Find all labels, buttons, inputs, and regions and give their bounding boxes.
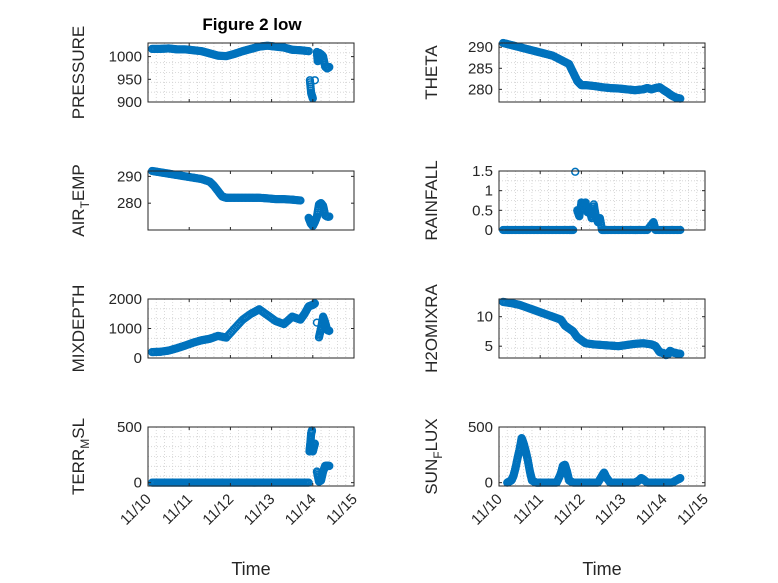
data-point [325,212,334,221]
data-point [310,76,320,85]
y-tick-label: 285 [468,60,493,77]
axes-box [147,42,355,103]
grid-lines [499,427,705,486]
y-axis-label: THETA [422,45,441,100]
y-tick-label: 1000 [109,49,142,66]
subplot-mixdepth: 0 1000 2000 MIXDEPTH [69,285,355,373]
x-axis-label: Time [582,559,621,579]
subplot-h2omixra: 5 10 H2OMIXRA [422,283,706,373]
y-tick-label: 10 [476,309,493,326]
subplot-pressure: 900 950 1000 PRESSURE [69,26,355,120]
y-tick-label: 280 [117,195,142,212]
y-tick-label: 0 [134,475,142,492]
data-point [310,299,320,308]
y-tick-label: 280 [468,81,493,98]
data-point [676,349,685,359]
series-points [147,41,334,103]
axes-box [147,170,355,231]
y-tick-label: 0 [485,222,493,239]
y-tick-label: 500 [468,419,493,436]
y-tick-label: 1.5 [472,163,493,180]
series-points [147,166,334,231]
x-axis-label: Time [231,559,270,579]
y-axis-label: MIXDEPTH [69,285,88,373]
y-axis-label: SUNFLUX [422,418,445,494]
y-tick-label: 2000 [109,291,142,308]
axes-box [498,426,706,487]
y-tick-label: 0 [134,350,142,367]
y-tick-label: 1000 [109,321,142,338]
y-axis-label: AIRTEMP [69,164,92,237]
y-tick-label: 290 [468,39,493,56]
subplot-rainfall: 0 0.5 1 1.5 RAINFALL [422,160,706,241]
data-point [304,47,313,56]
y-tick-label: 0.5 [472,202,493,219]
figure-title: Figure 2 low [202,15,302,34]
data-point [325,326,334,336]
grid-lines [499,171,705,230]
y-axis-label: H2OMIXRA [422,283,441,372]
y-tick-label: 900 [117,94,142,111]
axes-box [498,298,706,359]
y-axis-label: RAINFALL [422,160,441,240]
y-tick-label: 500 [117,419,142,436]
y-tick-label: 5 [485,338,493,355]
y-axis-label: PRESSURE [69,26,88,120]
y-tick-label: 0 [485,475,493,492]
data-point [325,62,334,72]
subplot-air-temp: 280 290 AIRTEMP [69,164,355,237]
axes-box [147,426,355,487]
data-point [571,167,580,176]
y-tick-label: 950 [117,71,142,88]
subplot-theta: 280 285 290 THETA [422,38,706,103]
data-point [325,461,334,471]
y-tick-label: 1 [485,183,493,200]
series-points [498,38,685,103]
y-tick-label: 290 [117,168,142,185]
series-points [147,299,334,357]
axes-box [498,170,706,231]
data-point [296,196,305,205]
y-axis-label: TERRMSL [69,418,92,495]
axes-box [498,42,706,103]
data-point [676,474,685,483]
data-point [310,439,320,448]
